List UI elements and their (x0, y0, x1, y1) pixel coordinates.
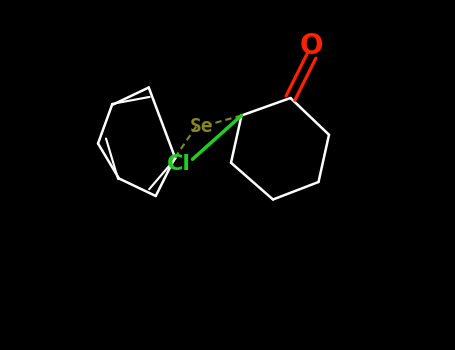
Text: O: O (300, 32, 323, 60)
Text: Cl: Cl (167, 154, 191, 175)
Text: Se: Se (189, 117, 213, 135)
